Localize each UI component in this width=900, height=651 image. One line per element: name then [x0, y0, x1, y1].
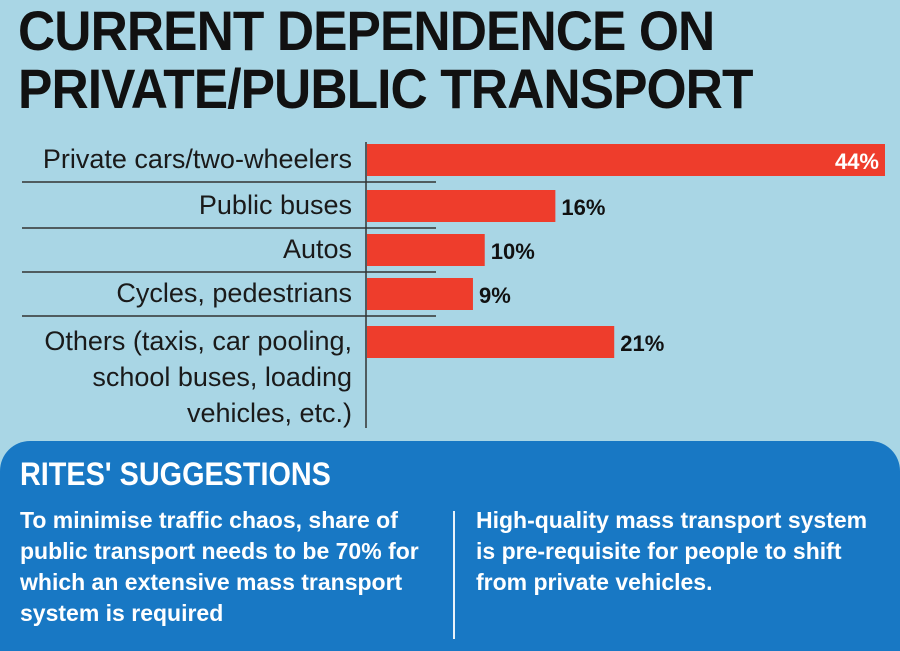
category-label: Others (taxis, car pooling,: [44, 326, 352, 356]
data-label: 44%: [835, 149, 879, 174]
bar: [367, 278, 473, 310]
suggestions-heading: RITES' SUGGESTIONS: [20, 456, 331, 492]
category-label: Autos: [283, 234, 352, 264]
bar: [367, 144, 885, 176]
suggestion-left-text: To minimise traffic chaos, share of publ…: [20, 507, 419, 626]
bar-chart: Private cars/two-wheelers 44% Public buses…: [22, 142, 885, 428]
category-label: vehicles, etc.): [187, 398, 352, 428]
chart-title: CURRENT DEPENDENCE ON PRIVATE/PUBLIC TRA…: [18, 2, 818, 118]
data-label: 21%: [620, 331, 664, 356]
bar: [367, 234, 485, 266]
category-label: Public buses: [199, 190, 352, 220]
suggestions-divider: [453, 511, 455, 639]
suggestions-panel: RITES' SUGGESTIONS To minimise traffic c…: [0, 441, 900, 651]
category-label: Private cars/two-wheelers: [43, 144, 352, 174]
chart-title-line-1: CURRENT DEPENDENCE ON: [18, 0, 715, 62]
data-label: 9%: [479, 283, 511, 308]
category-label: Cycles, pedestrians: [116, 278, 352, 308]
suggestion-right-text: High-quality mass transport system is pr…: [476, 507, 868, 595]
data-label: 10%: [491, 239, 535, 264]
chart-title-line-2: PRIVATE/PUBLIC TRANSPORT: [18, 57, 753, 120]
bar: [367, 326, 615, 358]
bar: [367, 190, 556, 222]
data-label: 16%: [561, 195, 605, 220]
category-label: school buses, loading: [92, 362, 352, 392]
